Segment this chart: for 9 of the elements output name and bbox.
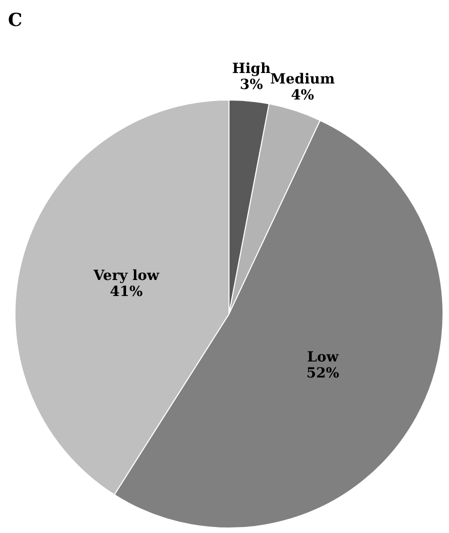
slice-label: Very low: [92, 268, 160, 284]
data-label: 41%: [110, 284, 143, 300]
data-label: 4%: [291, 88, 314, 104]
data-label: 3%: [240, 77, 263, 94]
slice-label: High: [232, 61, 271, 78]
slice-label: Low: [307, 350, 340, 366]
slice-label: Medium: [270, 72, 335, 88]
chart-title: C: [8, 10, 22, 31]
data-label: 52%: [306, 366, 340, 382]
